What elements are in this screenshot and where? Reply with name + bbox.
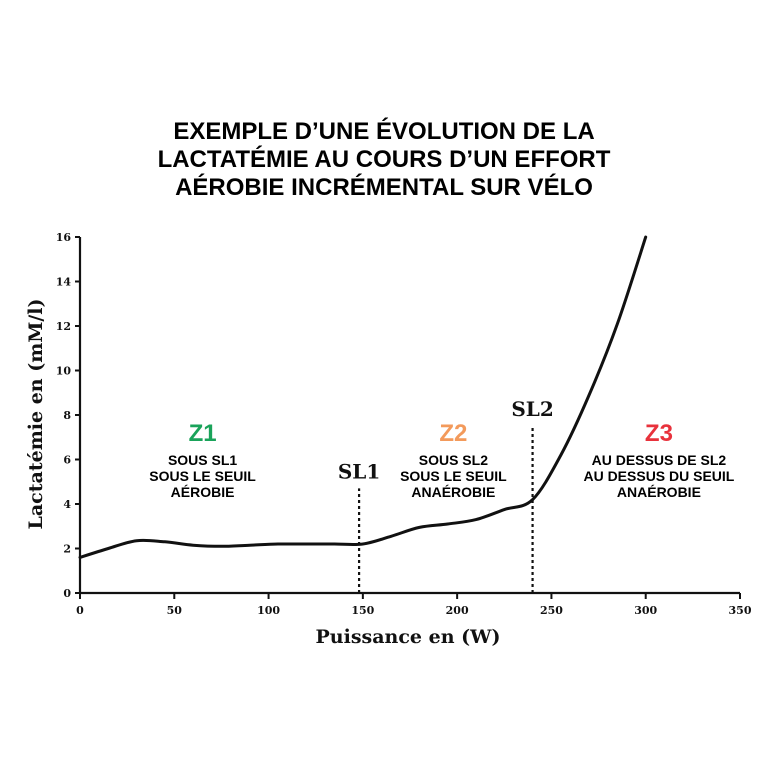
- x-axis-label: Puissance en (W): [316, 626, 501, 648]
- x-tick-label: 300: [634, 604, 657, 617]
- ticks: 0 50 100 150 200 250 300 350 0 2 4 6 8 10 12 14 16: [56, 231, 752, 617]
- y-tick-label: 16: [56, 231, 72, 244]
- x-tick-label: 50: [167, 604, 183, 617]
- y-axis-label: Lactatémie en (mM/l): [25, 298, 47, 529]
- y-tick-label: 6: [63, 454, 71, 467]
- y-tick-label: 4: [63, 498, 71, 511]
- x-tick-label: 250: [540, 604, 563, 617]
- zone-name: Z2: [439, 420, 467, 447]
- x-tick-label: 0: [76, 604, 84, 617]
- series: [78, 235, 648, 559]
- x-tick-label: 100: [257, 604, 280, 617]
- x-tick-label: 350: [729, 604, 752, 617]
- threshold-label-sl2: SL2: [511, 397, 553, 421]
- zone-description-line: SOUS LE SEUIL: [400, 468, 507, 484]
- zone-description-line: SOUS SL2: [419, 452, 488, 468]
- zone-description-line: ANAÉROBIE: [617, 484, 701, 500]
- y-tick-label: 2: [63, 543, 71, 556]
- y-tick-label: 12: [56, 320, 71, 333]
- axes: [78, 237, 740, 595]
- thresholds: SL1 SL2: [338, 397, 554, 593]
- y-tick-label: 8: [63, 409, 71, 422]
- title-line-3: AÉROBIE INCRÉMENTAL SUR VÉLO: [175, 173, 593, 201]
- lactate-curve: [78, 235, 648, 559]
- y-tick-label: 14: [56, 276, 72, 289]
- zone-name: Z1: [189, 420, 217, 447]
- zone-description-line: ANAÉROBIE: [411, 484, 495, 500]
- title-line-2: LACTATÉMIE AU COURS D’UN EFFORT: [158, 145, 611, 173]
- zone-description-line: SOUS SL1: [168, 452, 237, 468]
- y-tick-label: 10: [56, 365, 72, 378]
- zone-name: Z3: [645, 420, 673, 447]
- threshold-label-sl1: SL1: [338, 459, 380, 483]
- zone-description-line: AU DESSUS DU SEUIL: [583, 468, 734, 484]
- zone-description-line: AU DESSUS DE SL2: [592, 452, 727, 468]
- zone-description-line: AÉROBIE: [171, 484, 235, 500]
- x-tick-label: 200: [446, 604, 469, 617]
- title-line-1: EXEMPLE D’UNE ÉVOLUTION DE LA: [173, 117, 594, 145]
- zone-description-line: SOUS LE SEUIL: [149, 468, 256, 484]
- chart-title: EXEMPLE D’UNE ÉVOLUTION DE LA LACTATÉMIE…: [158, 117, 611, 201]
- x-tick-label: 150: [351, 604, 374, 617]
- y-tick-label: 0: [63, 587, 71, 600]
